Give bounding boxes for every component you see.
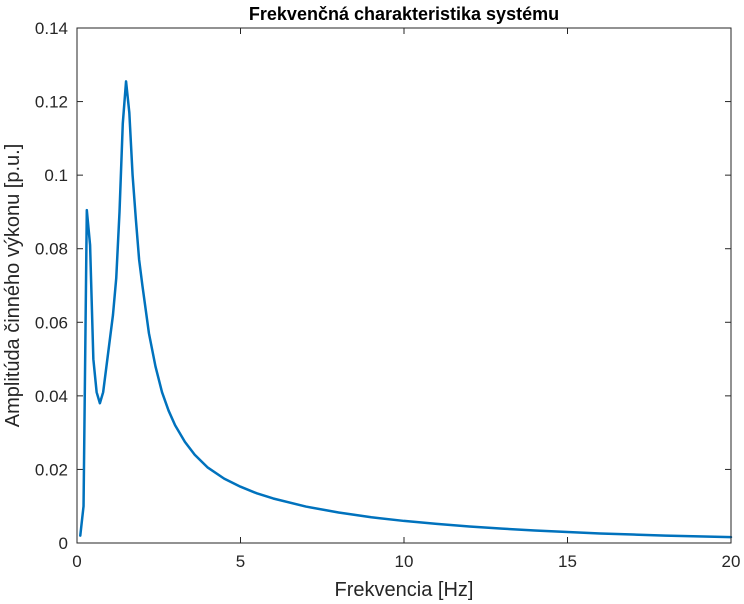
x-tick-label: 15 — [558, 552, 577, 571]
y-tick-label: 0.04 — [35, 387, 68, 406]
plot-area — [77, 28, 731, 543]
axes-box — [76, 27, 732, 544]
y-tick-label: 0.1 — [44, 166, 68, 185]
x-tick-label: 10 — [395, 552, 414, 571]
x-tick-label: 0 — [72, 552, 81, 571]
y-tick-label: 0.08 — [35, 240, 68, 259]
y-tick-label: 0 — [59, 534, 68, 553]
tick-labels: 0 5 10 15 20 0 0.02 0.04 0.06 0.08 0.1 0.12 0.14 — [35, 19, 741, 571]
y-tick-label: 0.14 — [35, 19, 68, 38]
x-axis-label: Frekvencia [Hz] — [335, 579, 474, 601]
y-tick-label: 0.06 — [35, 313, 68, 332]
x-tick-label: 5 — [236, 552, 245, 571]
chart-title: Frekvenčná charakteristika systému — [249, 4, 559, 24]
series-line — [79, 80, 733, 539]
x-tick-label: 20 — [722, 552, 741, 571]
y-tick-label: 0.02 — [35, 460, 68, 479]
y-tick-label: 0.12 — [35, 93, 68, 112]
y-axis-label: Amplitúda činného výkonu [p.u.] — [2, 144, 24, 428]
